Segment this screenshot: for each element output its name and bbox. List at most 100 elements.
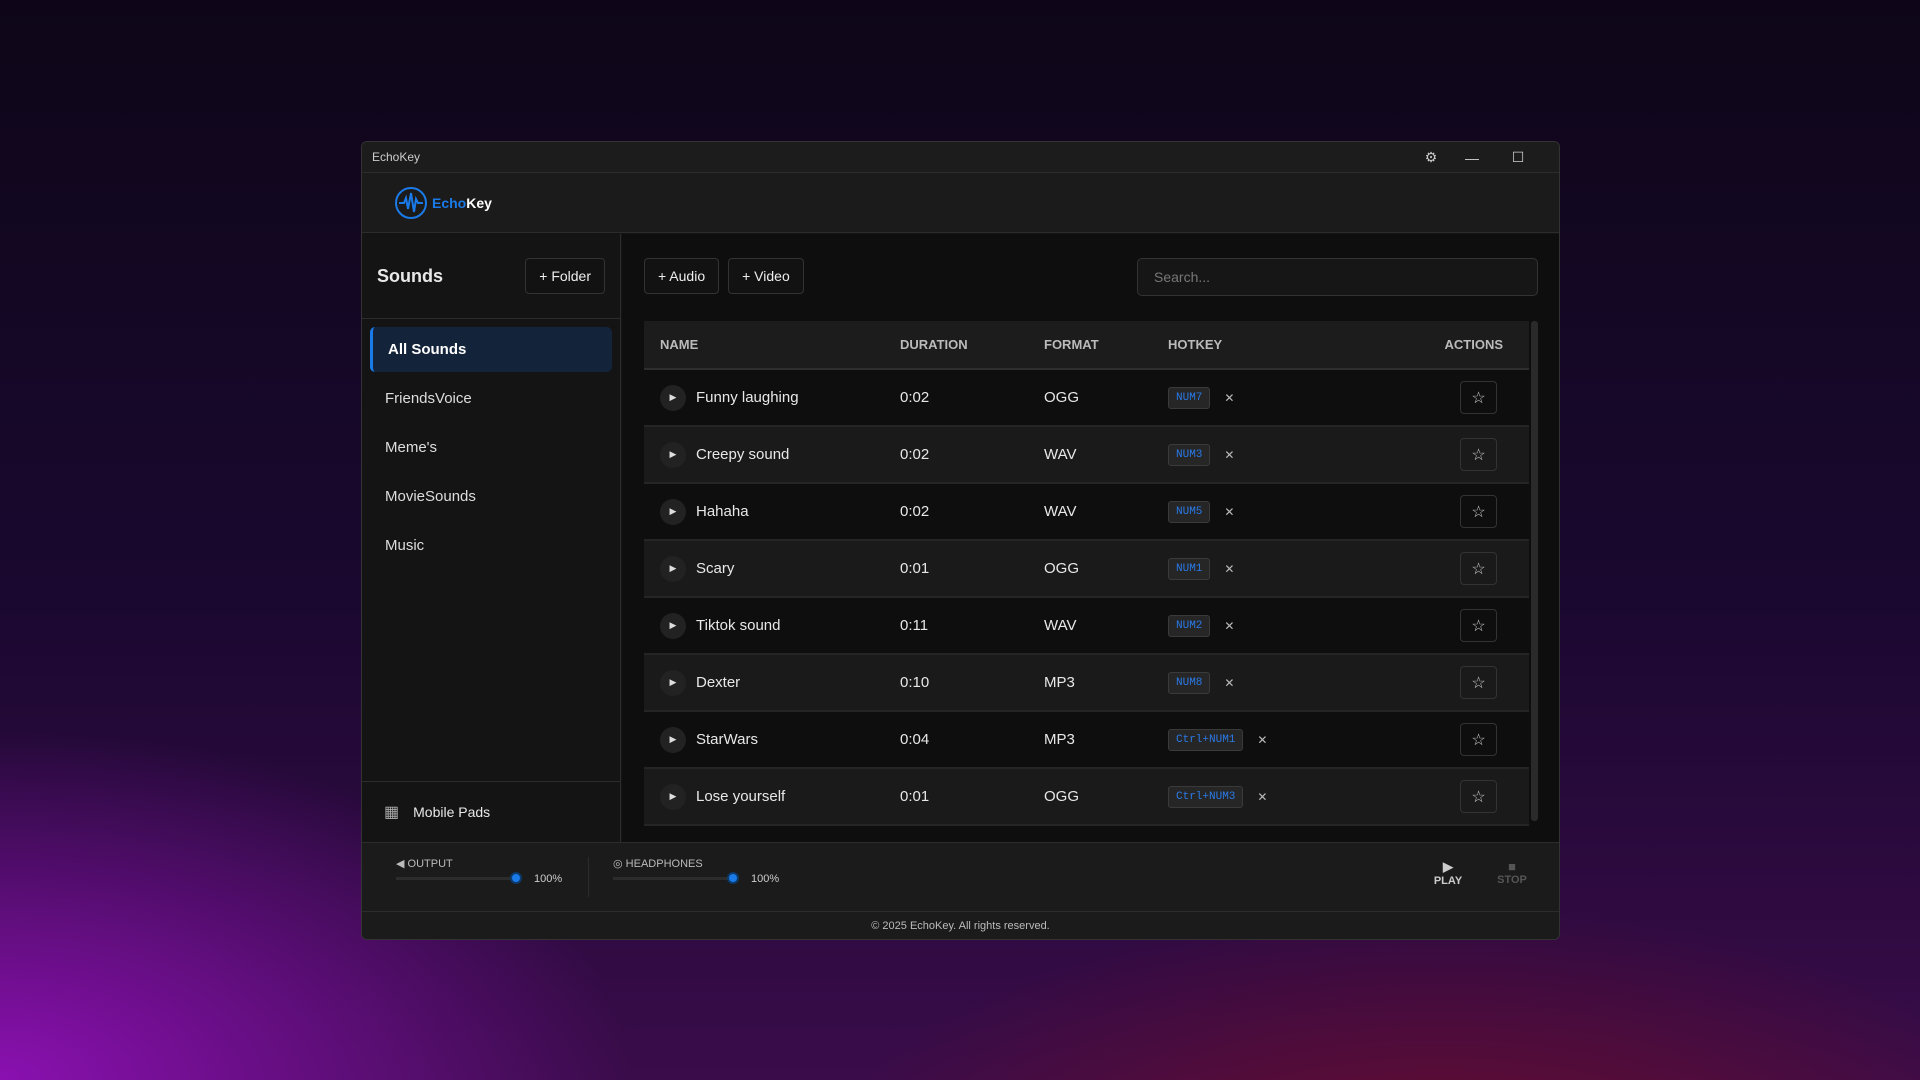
scrollbar[interactable] bbox=[1531, 321, 1538, 821]
hotkey-badge[interactable]: Ctrl+NUM3 bbox=[1168, 785, 1244, 808]
add-audio-button[interactable]: + Audio bbox=[644, 258, 720, 294]
sidebar-item[interactable]: All Sounds bbox=[370, 327, 612, 372]
copyright: © 2025 EchoKey. All rights reserved. bbox=[362, 911, 1559, 939]
sound-name: Dexter bbox=[696, 674, 741, 691]
output-volume-value: 100% bbox=[534, 873, 563, 885]
remove-hotkey-icon[interactable]: ✕ bbox=[1224, 618, 1235, 633]
settings-icon[interactable]: ⚙ bbox=[1424, 149, 1438, 165]
favorite-star-icon[interactable]: ☆ bbox=[1460, 666, 1497, 699]
hotkey-badge[interactable]: NUM1 bbox=[1168, 557, 1211, 580]
output-label: ◀ OUTPUT bbox=[396, 858, 453, 870]
sidebar-title: Sounds bbox=[377, 265, 443, 286]
favorite-star-icon[interactable]: ☆ bbox=[1460, 438, 1497, 471]
remove-hotkey-icon[interactable]: ✕ bbox=[1257, 732, 1268, 747]
sidebar-item[interactable]: Meme's bbox=[385, 439, 438, 456]
sound-name: Funny laughing bbox=[696, 389, 799, 406]
table-row[interactable]: ▶ Tiktok sound 0:11 WAV NUM2 ✕ ☆ bbox=[644, 598, 1529, 655]
favorite-star-icon[interactable]: ☆ bbox=[1460, 495, 1497, 528]
sound-name: Tiktok sound bbox=[696, 617, 781, 634]
mobile-pads-button[interactable]: ▦ Mobile Pads bbox=[362, 781, 620, 842]
play-button[interactable]: ▶ PLAY bbox=[1428, 859, 1468, 887]
remove-hotkey-icon[interactable]: ✕ bbox=[1224, 390, 1235, 405]
favorite-star-icon[interactable]: ☆ bbox=[1460, 609, 1497, 642]
sound-duration: 0:02 bbox=[900, 389, 930, 406]
play-icon[interactable]: ▶ bbox=[660, 498, 686, 525]
sound-format: OGG bbox=[1044, 560, 1080, 577]
table-row[interactable]: ▶ Creepy sound 0:02 WAV NUM3 ✕ ☆ bbox=[644, 427, 1529, 484]
hotkey-badge[interactable]: NUM5 bbox=[1168, 500, 1211, 523]
grid-icon: ▦ bbox=[384, 804, 400, 821]
sidebar-item[interactable]: MovieSounds bbox=[385, 488, 476, 505]
column-name[interactable]: NAME bbox=[660, 337, 699, 352]
hotkey-badge[interactable]: Ctrl+NUM1 bbox=[1168, 728, 1244, 751]
sound-duration: 0:02 bbox=[900, 446, 930, 463]
table-row[interactable]: ▶ Dexter 0:10 MP3 NUM8 ✕ ☆ bbox=[644, 655, 1529, 712]
favorite-star-icon[interactable]: ☆ bbox=[1460, 780, 1497, 813]
column-hotkey[interactable]: HOTKEY bbox=[1168, 337, 1223, 352]
sound-format: WAV bbox=[1044, 503, 1077, 520]
headphones-volume-value: 100% bbox=[751, 873, 780, 885]
headphones-icon: ◎ bbox=[613, 858, 623, 870]
hotkey-badge[interactable]: NUM8 bbox=[1168, 671, 1211, 694]
add-video-button[interactable]: + Video bbox=[728, 258, 804, 294]
hotkey-badge[interactable]: NUM3 bbox=[1168, 443, 1211, 466]
search-input[interactable] bbox=[1137, 258, 1538, 296]
logo-text: EchoKey bbox=[432, 194, 492, 211]
sound-duration: 0:01 bbox=[900, 788, 930, 805]
favorite-star-icon[interactable]: ☆ bbox=[1460, 552, 1497, 585]
slider-handle[interactable] bbox=[727, 872, 739, 884]
sound-format: WAV bbox=[1044, 446, 1077, 463]
sound-duration: 0:10 bbox=[900, 674, 930, 691]
table-row[interactable]: ▶ Lose yourself 0:01 OGG Ctrl+NUM3 ✕ ☆ bbox=[644, 769, 1529, 826]
remove-hotkey-icon[interactable]: ✕ bbox=[1224, 561, 1235, 576]
sound-duration: 0:01 bbox=[900, 560, 930, 577]
play-icon[interactable]: ▶ bbox=[660, 384, 686, 411]
headphones-label: ◎ HEADPHONES bbox=[613, 858, 703, 870]
maximize-button[interactable]: ☐ bbox=[1511, 149, 1525, 165]
headphones-volume-slider[interactable] bbox=[613, 872, 739, 884]
sound-format: MP3 bbox=[1044, 674, 1075, 691]
add-folder-button[interactable]: + Folder bbox=[525, 258, 605, 294]
favorite-star-icon[interactable]: ☆ bbox=[1460, 723, 1497, 756]
sidebar-item[interactable]: FriendsVoice bbox=[385, 390, 472, 407]
table-row[interactable]: ▶ Funny laughing 0:02 OGG NUM7 ✕ ☆ bbox=[644, 370, 1529, 427]
sound-duration: 0:02 bbox=[900, 503, 930, 520]
sound-format: OGG bbox=[1044, 389, 1080, 406]
sound-name: Creepy sound bbox=[696, 446, 790, 463]
main-panel: + Audio + Video NAME DURATION FORMAT HOT… bbox=[622, 234, 1559, 842]
column-format[interactable]: FORMAT bbox=[1044, 337, 1099, 352]
play-icon[interactable]: ▶ bbox=[660, 783, 686, 810]
hotkey-badge[interactable]: NUM7 bbox=[1168, 386, 1211, 409]
slider-handle[interactable] bbox=[510, 872, 522, 884]
play-icon[interactable]: ▶ bbox=[660, 726, 686, 753]
play-icon: ▶ bbox=[1443, 859, 1453, 874]
title-bar: EchoKey ⚙ — ☐ ✕ bbox=[362, 142, 1559, 173]
output-volume-slider[interactable] bbox=[396, 872, 522, 884]
stop-button[interactable]: ■ STOP bbox=[1492, 859, 1532, 886]
table-row[interactable]: ▶ Hahaha 0:02 WAV NUM5 ✕ ☆ bbox=[644, 484, 1529, 541]
column-actions: ACTIONS bbox=[1444, 337, 1504, 352]
app-window: EchoKey ⚙ — ☐ ✕ EchoKey Sounds + Folder … bbox=[361, 141, 1560, 940]
favorite-star-icon[interactable]: ☆ bbox=[1460, 381, 1497, 414]
table-row[interactable]: ▶ StarWars 0:04 MP3 Ctrl+NUM1 ✕ ☆ bbox=[644, 712, 1529, 769]
remove-hotkey-icon[interactable]: ✕ bbox=[1257, 789, 1268, 804]
column-duration[interactable]: DURATION bbox=[900, 337, 968, 352]
sound-format: MP3 bbox=[1044, 731, 1075, 748]
play-icon[interactable]: ▶ bbox=[660, 555, 686, 582]
sound-name: StarWars bbox=[696, 731, 758, 748]
minimize-button[interactable]: — bbox=[1465, 149, 1479, 166]
table-row[interactable]: ▶ Scary 0:01 OGG NUM1 ✕ ☆ bbox=[644, 541, 1529, 598]
play-icon[interactable]: ▶ bbox=[660, 669, 686, 696]
sound-duration: 0:04 bbox=[900, 731, 930, 748]
play-icon[interactable]: ▶ bbox=[660, 441, 686, 468]
sidebar-item[interactable]: Music bbox=[385, 537, 425, 554]
table-header: NAME DURATION FORMAT HOTKEY ACTIONS bbox=[644, 321, 1529, 370]
speaker-icon: ◀ bbox=[396, 858, 405, 870]
remove-hotkey-icon[interactable]: ✕ bbox=[1224, 504, 1235, 519]
hotkey-badge[interactable]: NUM2 bbox=[1168, 614, 1211, 637]
remove-hotkey-icon[interactable]: ✕ bbox=[1224, 447, 1235, 462]
play-icon[interactable]: ▶ bbox=[660, 612, 686, 639]
close-button[interactable]: ✕ bbox=[1544, 142, 1559, 173]
remove-hotkey-icon[interactable]: ✕ bbox=[1224, 675, 1235, 690]
sound-format: OGG bbox=[1044, 788, 1080, 805]
